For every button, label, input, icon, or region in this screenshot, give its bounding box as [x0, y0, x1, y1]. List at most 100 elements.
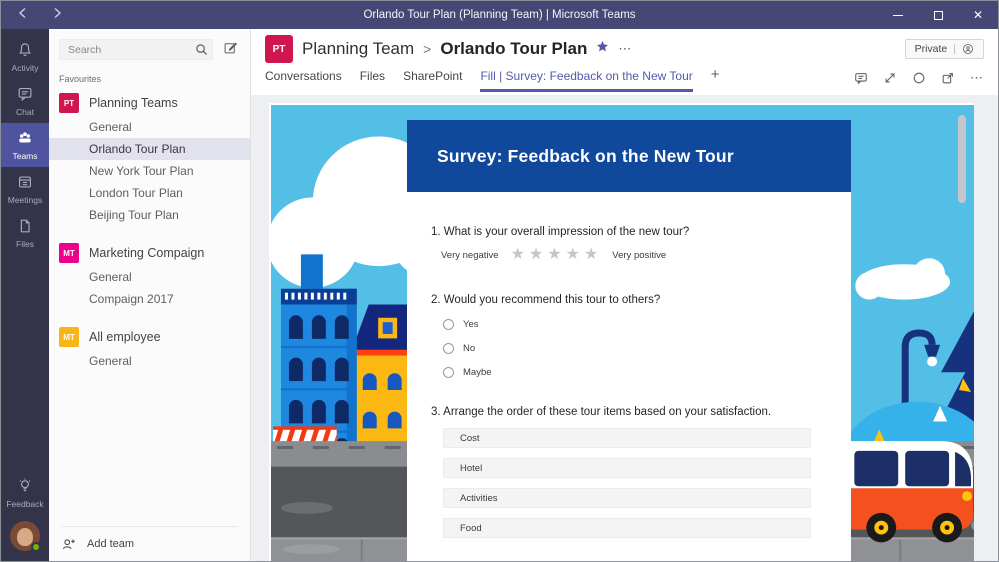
radio-icon — [443, 319, 454, 330]
maximize-icon — [933, 10, 943, 20]
radio-option[interactable]: No — [443, 343, 811, 354]
star-icon[interactable]: ★ — [528, 246, 544, 263]
maximize-button[interactable] — [918, 1, 958, 29]
tab-item[interactable]: SharePoint — [403, 69, 463, 83]
scrollbar-thumb[interactable] — [958, 115, 966, 203]
channel-item[interactable]: General — [89, 120, 132, 134]
rail-item-label: Meetings — [7, 195, 43, 205]
breadcrumb-separator: > — [423, 41, 432, 57]
radio-option-label: No — [463, 343, 476, 354]
team-item[interactable]: MT Marketing Compaign — [49, 240, 250, 266]
team-badge: MT — [59, 327, 79, 347]
survey-sheet: 1. What is your overall impression of th… — [407, 192, 851, 561]
add-team-label: Add team — [87, 538, 135, 550]
back-icon[interactable] — [17, 6, 29, 24]
close-button[interactable]: ✕ — [958, 1, 998, 29]
team-item[interactable]: PT Planning Teams — [49, 90, 250, 116]
favourites-label: Favourites — [59, 74, 102, 84]
breadcrumb-team[interactable]: Planning Team — [302, 39, 415, 58]
channel-item[interactable]: London Tour Plan — [89, 186, 183, 200]
channel-item[interactable]: Beijing Tour Plan — [89, 208, 179, 222]
activity-bell-icon — [16, 41, 34, 61]
search-icon — [196, 44, 208, 56]
team-item[interactable]: MT All employee — [49, 324, 250, 350]
rail-item-label: Activity — [11, 63, 39, 73]
expand-icon[interactable] — [883, 71, 897, 85]
forward-icon[interactable] — [51, 6, 63, 24]
team-badge: PT — [59, 93, 79, 113]
minimize-button[interactable] — [878, 1, 918, 29]
radio-group: Yes No Maybe — [431, 319, 811, 378]
teams-people-icon — [16, 129, 34, 149]
question-3-label: 3. Arrange the order of these tour items… — [431, 406, 772, 418]
chat-bubble-icon[interactable] — [854, 71, 868, 85]
team-badge: MT — [59, 243, 79, 263]
rail-item-teams[interactable]: Teams — [1, 123, 49, 167]
rail-item-meetings[interactable]: Meetings — [1, 167, 49, 211]
presence-available-dot — [31, 542, 41, 552]
survey-title: Survey: Feedback on the New Tour — [407, 120, 851, 192]
header-more-icon[interactable]: ⋯ — [618, 41, 633, 56]
tab-item[interactable]: Files — [359, 69, 386, 83]
panel-divider — [61, 526, 238, 527]
channel-item[interactable]: Compaign 2017 — [89, 292, 174, 306]
star-icon[interactable]: ★ — [583, 246, 599, 263]
teams-list: PT Planning Teams General Orlando Tour Plan… — [49, 90, 250, 526]
rail-item-activity[interactable]: Activity — [1, 35, 49, 79]
rail-item-label: Feedback — [6, 499, 44, 509]
lightbulb-icon — [16, 477, 34, 497]
calendar-icon — [16, 173, 34, 193]
rail-item-feedback[interactable]: Feedback — [1, 471, 49, 515]
channel-item[interactable]: General — [89, 354, 132, 368]
tab-item-active[interactable]: Fill | Survey: Feedback on the New Tour — [480, 69, 693, 92]
compose-icon[interactable] — [223, 40, 238, 60]
private-divider: | — [953, 43, 956, 55]
search-input[interactable] — [59, 39, 213, 60]
private-label: Private — [914, 43, 948, 55]
survey-panel: Survey: Feedback on the New Tour 1. What… — [407, 120, 851, 561]
nav-arrows — [1, 6, 201, 24]
rail-item-chat[interactable]: Chat — [1, 79, 49, 123]
star-icon[interactable]: ★ — [565, 246, 580, 263]
radio-icon — [443, 367, 454, 378]
popout-icon[interactable] — [941, 71, 955, 85]
chat-icon — [16, 85, 34, 105]
rail-item-label: Files — [16, 239, 34, 249]
tab-content: Survey: Feedback on the New Tour 1. What… — [251, 95, 998, 561]
team-group: PT Planning Teams General Orlando Tour Plan… — [49, 90, 250, 226]
channel-item[interactable]: General — [89, 270, 132, 284]
channel-item[interactable]: Orlando Tour Plan — [49, 138, 250, 160]
rank-item[interactable]: Food — [443, 518, 811, 538]
star-icon[interactable]: ★ — [510, 246, 525, 263]
member-info-icon — [963, 44, 973, 54]
user-avatar[interactable] — [10, 521, 41, 552]
rail-item-files[interactable]: Files — [1, 211, 49, 255]
tab-more-icon[interactable]: ⋯ — [970, 70, 984, 85]
radio-option[interactable]: Yes — [443, 319, 811, 330]
main-area: PT Planning Team > Orlando Tour Plan ⋯ P… — [251, 29, 998, 561]
team-group: MT All employee General — [49, 324, 250, 372]
radio-option[interactable]: Maybe — [443, 367, 811, 378]
rank-item[interactable]: Hotel — [443, 458, 811, 478]
survey-canvas: Survey: Feedback on the New Tour 1. What… — [269, 103, 974, 561]
rank-item[interactable]: Activities — [443, 488, 811, 508]
team-name-label: Planning Teams — [89, 96, 178, 110]
private-button[interactable]: Private | — [904, 39, 984, 59]
team-name-label: All employee — [89, 330, 161, 344]
add-tab-button[interactable]: + — [710, 66, 720, 83]
star-icon[interactable]: ★ — [547, 246, 562, 263]
channel-item[interactable]: New York Tour Plan — [89, 164, 194, 178]
rank-item[interactable]: Cost — [443, 428, 811, 448]
app-rail: Activity Chat Teams Meetings Files Fee — [1, 29, 49, 561]
refresh-icon[interactable] — [912, 71, 926, 85]
minimize-icon — [893, 14, 903, 16]
titlebar: Orlando Tour Plan (Planning Team) | Micr… — [1, 1, 998, 29]
favorite-star-icon[interactable] — [596, 40, 609, 58]
tab-item[interactable]: Conversations — [265, 69, 342, 83]
rank-list: Cost Hotel Activities Food — [443, 428, 811, 538]
rating-max-label: Very positive — [612, 249, 667, 261]
add-team-button[interactable]: Add team — [49, 527, 250, 561]
breadcrumb-channel[interactable]: Orlando Tour Plan — [440, 39, 588, 58]
avatar — [10, 521, 40, 551]
rating-min-label: Very negative — [441, 249, 499, 261]
